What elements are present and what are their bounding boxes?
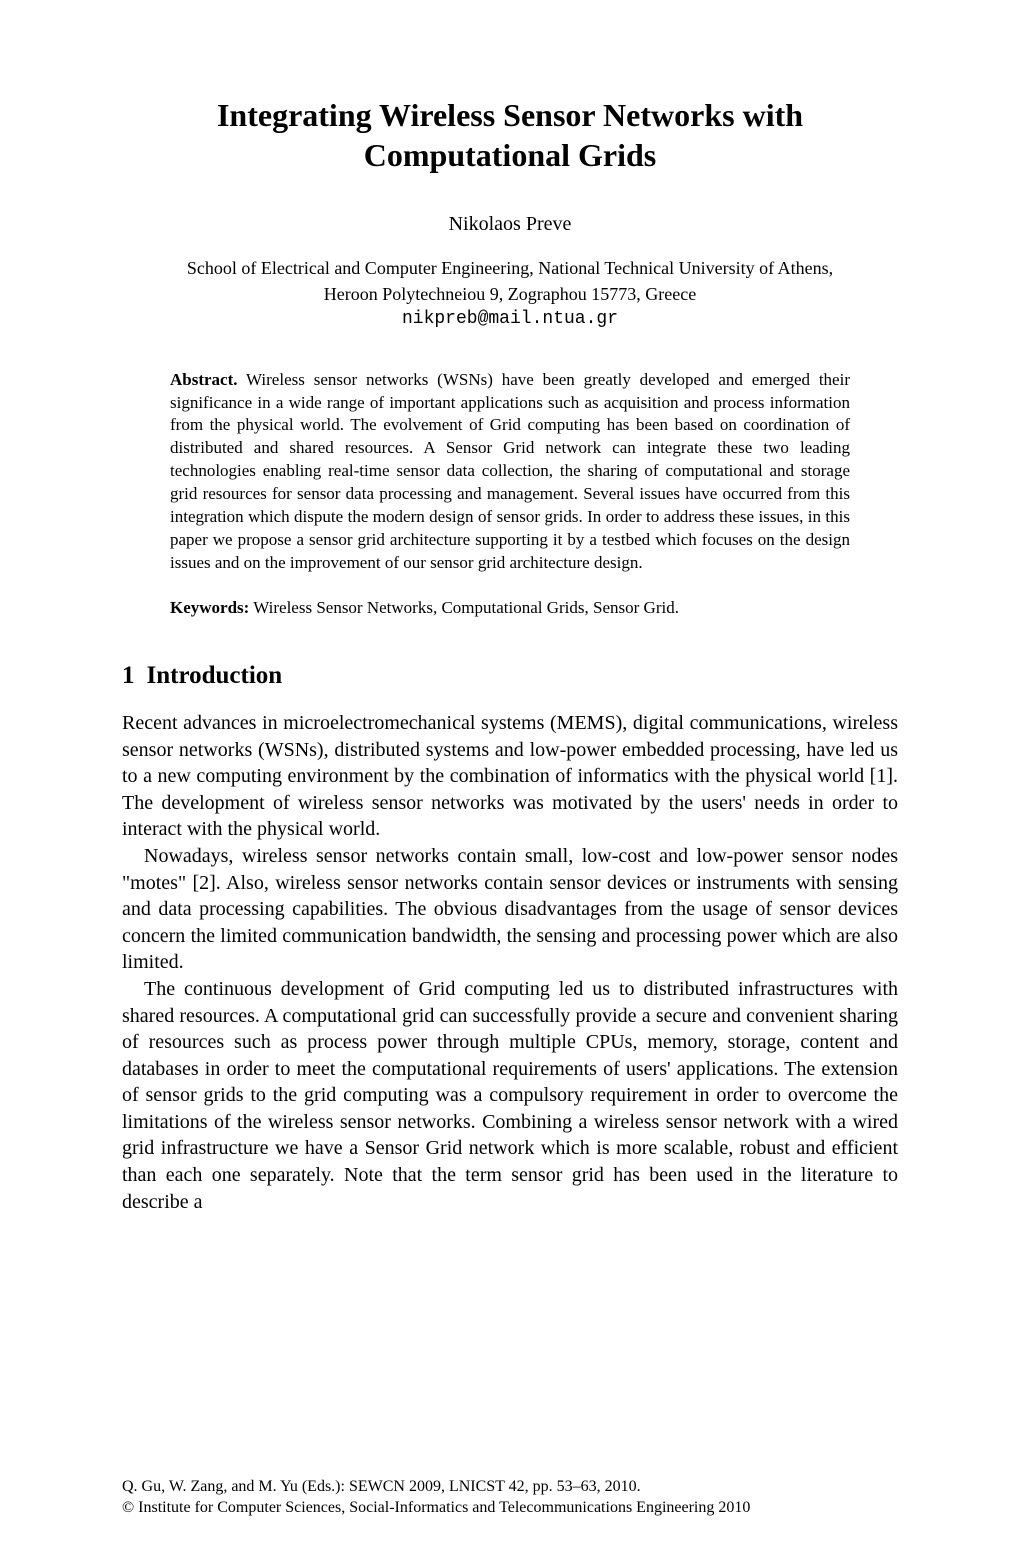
footer-line-2: © Institute for Computer Sciences, Socia… bbox=[122, 1497, 750, 1519]
section-heading: 1 Introduction bbox=[122, 662, 898, 690]
keywords-text: Wireless Sensor Networks, Computational … bbox=[249, 598, 679, 617]
body-paragraph-2: Nowadays, wireless sensor networks conta… bbox=[122, 843, 898, 976]
author-email: nikpreb@mail.ntua.gr bbox=[122, 309, 898, 329]
footer-line-1: Q. Gu, W. Zang, and M. Yu (Eds.): SEWCN … bbox=[122, 1476, 750, 1498]
keywords-block: Keywords: Wireless Sensor Networks, Comp… bbox=[170, 597, 850, 620]
keywords-label: Keywords: bbox=[170, 598, 249, 617]
page-footer: Q. Gu, W. Zang, and M. Yu (Eds.): SEWCN … bbox=[122, 1476, 750, 1519]
affiliation-line-1: School of Electrical and Computer Engine… bbox=[122, 256, 898, 280]
section-number: 1 bbox=[122, 662, 135, 690]
abstract-label: Abstract. bbox=[170, 370, 238, 389]
abstract-block: Abstract. Wireless sensor networks (WSNs… bbox=[170, 369, 850, 575]
author-name: Nikolaos Preve bbox=[122, 213, 898, 236]
body-paragraph-1: Recent advances in microelectromechanica… bbox=[122, 710, 898, 843]
body-paragraph-3: The continuous development of Grid compu… bbox=[122, 976, 898, 1215]
abstract-text: Wireless sensor networks (WSNs) have bee… bbox=[170, 370, 850, 573]
paper-title: Integrating Wireless Sensor Networks wit… bbox=[122, 95, 898, 175]
section-title: Introduction bbox=[147, 662, 283, 689]
affiliation-line-2: Heroon Polytechneiou 9, Zographou 15773,… bbox=[122, 282, 898, 306]
